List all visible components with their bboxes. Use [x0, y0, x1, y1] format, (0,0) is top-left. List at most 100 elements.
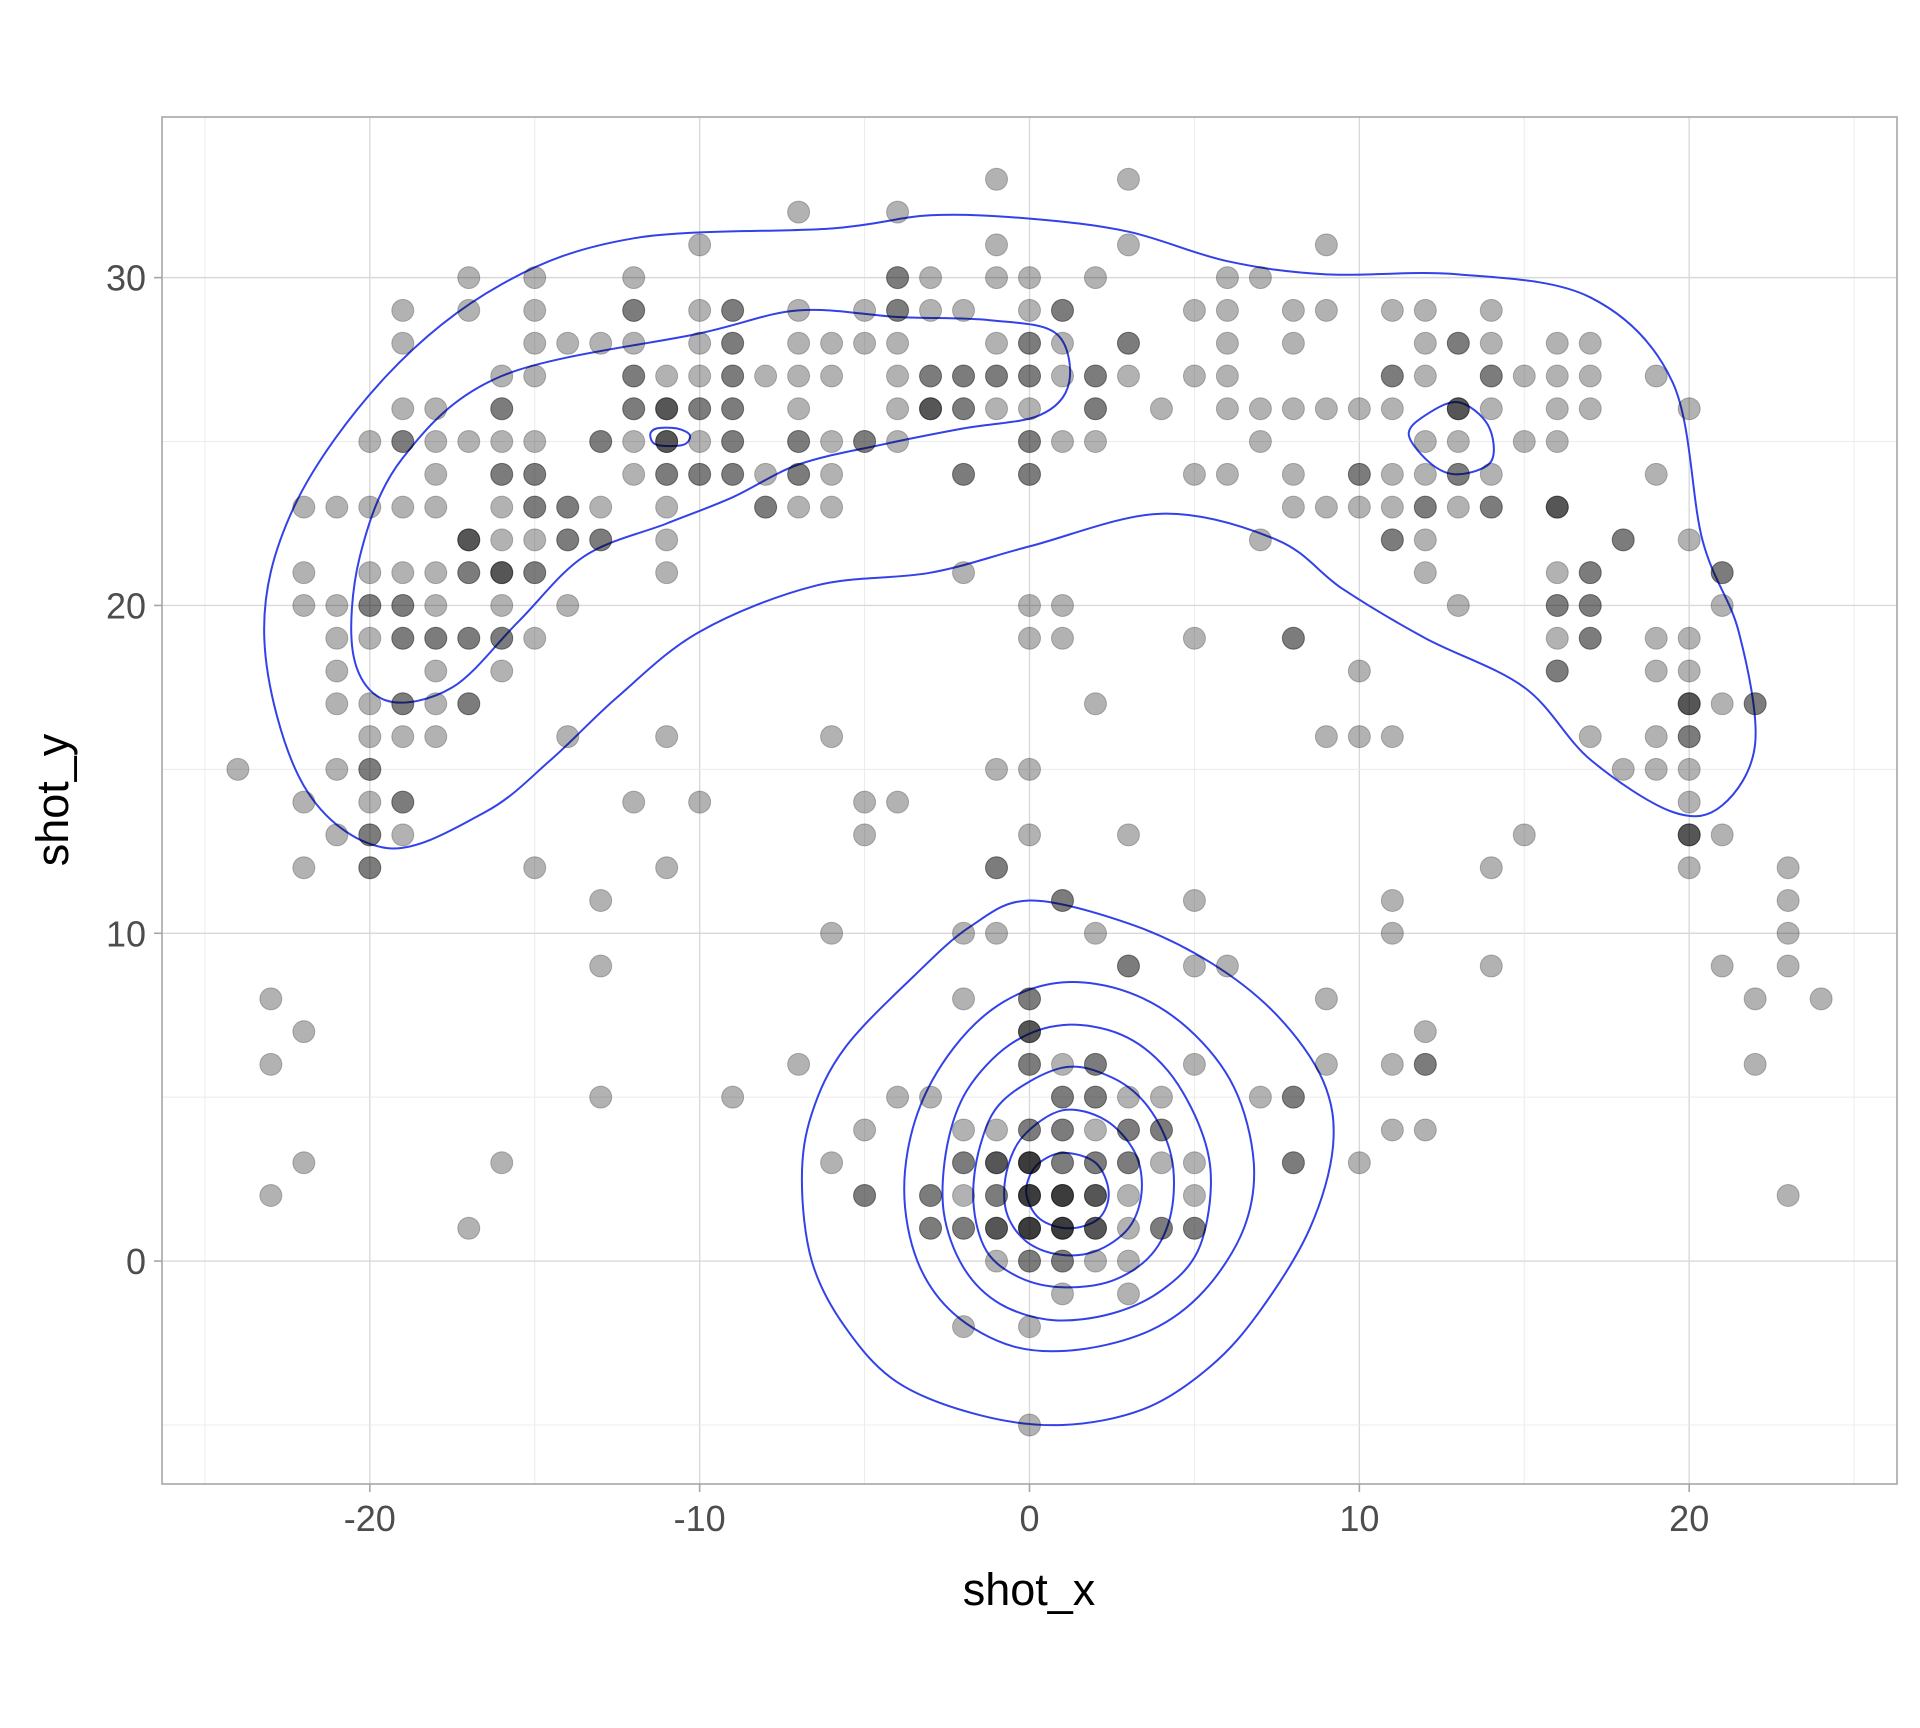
scatter-point — [1182, 1151, 1206, 1175]
scatter-point — [655, 561, 679, 585]
scatter-point — [688, 233, 712, 257]
scatter-point — [1050, 1216, 1074, 1240]
scatter-point — [391, 626, 415, 650]
scatter-point — [1413, 1118, 1437, 1142]
scatter-point — [1018, 462, 1041, 486]
scatter-point — [1018, 823, 1041, 847]
scatter-point — [1083, 1249, 1107, 1273]
scatter-point — [358, 823, 382, 847]
scatter-point — [622, 298, 646, 322]
scatter-point — [853, 823, 877, 847]
scatter-point — [523, 561, 547, 585]
scatter-point — [919, 1184, 943, 1208]
scatter-point — [1677, 823, 1701, 847]
scatter-point — [1545, 495, 1569, 519]
scatter-point — [1413, 462, 1437, 486]
scatter-point — [1380, 462, 1404, 486]
scatter-point — [523, 462, 547, 486]
scatter-point — [1413, 331, 1437, 355]
scatter-point — [1578, 593, 1602, 617]
scatter-point — [1116, 954, 1140, 978]
scatter-point — [1248, 397, 1272, 421]
scatter-point — [1677, 823, 1701, 847]
scatter-point — [1479, 954, 1503, 978]
scatter-point — [622, 790, 646, 814]
scatter-point — [721, 462, 745, 486]
scatter-point — [1380, 528, 1404, 552]
scatter-point — [1116, 233, 1140, 257]
scatter-point — [919, 1216, 943, 1240]
scatter-point — [1018, 1184, 1041, 1208]
scatter-point — [1018, 364, 1041, 388]
scatter-point — [391, 692, 415, 716]
scatter-point — [556, 528, 580, 552]
scatter-point — [358, 626, 382, 650]
scatter-point — [1018, 1413, 1041, 1437]
scatter-point — [523, 266, 547, 290]
scatter-point — [1314, 495, 1338, 519]
x-tick-label: -20 — [344, 1498, 396, 1539]
scatter-point — [523, 626, 547, 650]
scatter-point — [886, 200, 910, 224]
scatter-point — [688, 462, 712, 486]
scatter-point — [358, 692, 382, 716]
scatter-point — [1281, 626, 1305, 650]
scatter-point — [1018, 757, 1041, 781]
scatter-point — [655, 462, 679, 486]
density-contours — [263, 213, 1757, 1427]
scatter-point — [1083, 1118, 1107, 1142]
scatter-point — [1578, 561, 1602, 585]
scatter-point — [1050, 331, 1074, 355]
scatter-point — [1116, 1085, 1140, 1109]
scatter-point — [1083, 266, 1107, 290]
scatter-point — [1413, 1052, 1437, 1076]
scatter-point — [1776, 888, 1800, 912]
scatter-point — [1116, 1249, 1140, 1273]
scatter-point — [1116, 331, 1140, 355]
scatter-point — [1182, 1216, 1206, 1240]
scatter-point — [622, 397, 646, 421]
scatter-point — [424, 593, 448, 617]
scatter-point — [490, 561, 514, 585]
scatter-point — [1578, 725, 1602, 749]
scatter-point — [655, 856, 679, 880]
scatter-point — [1018, 266, 1041, 290]
scatter-point — [358, 430, 382, 454]
scatter-point — [391, 397, 415, 421]
scatter-point — [1446, 331, 1470, 355]
scatter-point — [1479, 298, 1503, 322]
scatter-point — [853, 790, 877, 814]
scatter-point — [1018, 1020, 1041, 1044]
scatter-point — [589, 528, 613, 552]
scatter-point — [424, 495, 448, 519]
scatter-point — [1018, 298, 1041, 322]
scatter-point — [952, 921, 976, 945]
scatter-point — [358, 856, 382, 880]
scatter-point — [1018, 1052, 1041, 1076]
scatter-point — [1116, 167, 1140, 191]
scatter-point — [787, 1052, 811, 1076]
scatter-point — [622, 331, 646, 355]
scatter-point — [1116, 1151, 1140, 1175]
scatter-point — [523, 495, 547, 519]
scatter-point — [1380, 888, 1404, 912]
scatter-point — [721, 298, 745, 322]
scatter-point — [556, 593, 580, 617]
scatter-point — [721, 397, 745, 421]
scatter-point — [1018, 1249, 1041, 1273]
scatter-point — [1116, 1282, 1140, 1306]
scatter-point — [1050, 298, 1074, 322]
scatter-point — [985, 1184, 1009, 1208]
scatter-point — [1677, 725, 1701, 749]
scatter-point — [1083, 1184, 1107, 1208]
scatter-point — [1677, 692, 1701, 716]
scatter-point — [1050, 1085, 1074, 1109]
scatter-point — [919, 298, 943, 322]
scatter-point — [1018, 987, 1041, 1011]
scatter-point — [787, 364, 811, 388]
scatter-point — [1446, 397, 1470, 421]
scatter-point — [1149, 1216, 1173, 1240]
scatter-point — [1182, 462, 1206, 486]
scatter-point — [490, 561, 514, 585]
scatter-point — [1050, 1216, 1074, 1240]
